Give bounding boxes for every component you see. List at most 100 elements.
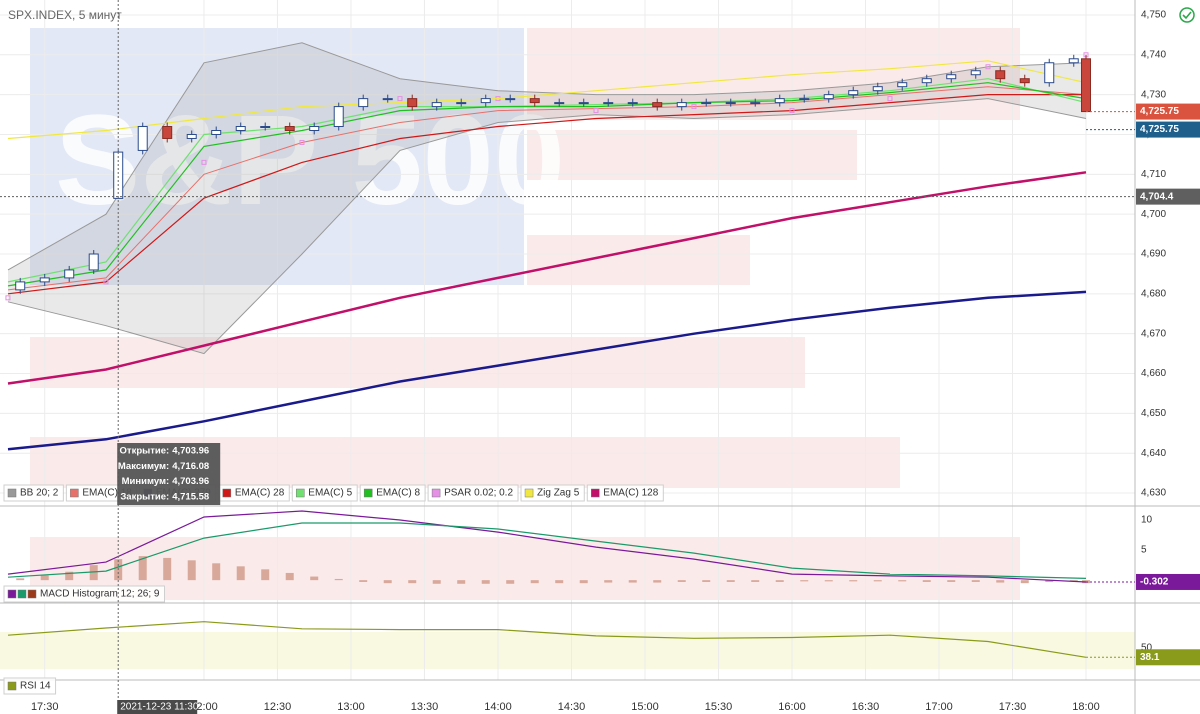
legend-box (586, 484, 664, 502)
candle-body (897, 82, 908, 88)
candle-body (750, 102, 761, 105)
price-label: -0.302 (1140, 577, 1169, 588)
price-label-box (1136, 573, 1200, 590)
legend-box (291, 484, 358, 502)
legend-box (3, 677, 57, 695)
candle-body (995, 70, 1006, 80)
y-tick-label: 4,670 (1141, 328, 1166, 339)
macd-bar (530, 580, 539, 584)
indicator-line (7, 290, 1087, 451)
macd-bar (1020, 580, 1029, 584)
candle-body (162, 126, 173, 139)
legend-swatch (70, 488, 79, 498)
zone (30, 337, 805, 388)
zones: S&P 500 (0, 28, 1135, 669)
candle-body (1068, 58, 1079, 64)
x-tick-label: 15:30 (705, 701, 733, 713)
macd-bar (506, 580, 515, 584)
psar-dot (887, 96, 893, 102)
legend-box (427, 484, 519, 502)
candle-body (505, 98, 516, 101)
legend-swatch (7, 488, 17, 498)
psar-dot (5, 295, 11, 301)
price-label: 38.1 (1140, 652, 1160, 663)
candle-body (235, 126, 246, 131)
candle-body (113, 151, 124, 199)
interval: , 5 минут (72, 8, 122, 22)
legend-label: PSAR 0.02; 0.2 (444, 488, 513, 499)
macd-bar (579, 580, 588, 584)
macd-bar (775, 580, 784, 582)
candle-body (211, 129, 222, 135)
rsi-band (0, 632, 1135, 669)
candle-body (431, 102, 442, 108)
x-tick-label: 17:00 (925, 701, 953, 713)
candle-body (652, 102, 663, 108)
y-tick-label: 4,710 (1141, 169, 1166, 180)
macd-bar (212, 563, 221, 581)
macd-bar (89, 565, 98, 581)
macd-bar (65, 571, 74, 581)
x-tick-label: 18:00 (1072, 701, 1100, 713)
macd-bar (971, 580, 980, 582)
psar-dot (691, 104, 697, 110)
legend-box (3, 585, 165, 603)
y-tick-label: 5 (1141, 545, 1147, 556)
candle-body (872, 86, 883, 92)
legend-label: EMA(C) 18 (82, 488, 132, 499)
macd-line (7, 510, 1087, 583)
psar-dot (299, 139, 305, 145)
legend-label: EMA(C) 28 (235, 488, 285, 499)
legend-label: EMA(C) 8 (376, 488, 420, 499)
candle-body (260, 126, 271, 129)
y-tick-label: 4,630 (1141, 488, 1166, 499)
bb-fill (8, 42, 1086, 354)
legend-swatch (17, 589, 27, 599)
tooltip-value: 4,703.96 (172, 476, 209, 487)
candle-body (333, 106, 344, 128)
price-label: 4,725.75 (1140, 106, 1179, 117)
legend-box (359, 484, 426, 502)
legend-label: EMA(C) 128 (603, 488, 658, 499)
macd-bar (922, 580, 931, 582)
indicator-line (7, 60, 1087, 140)
candle-body (848, 90, 859, 96)
candle-body (1044, 62, 1055, 84)
macd-bar (702, 580, 711, 582)
indicator-line (7, 171, 1087, 385)
psar-dot (103, 279, 109, 285)
candle-body (627, 102, 638, 105)
legend-box (520, 484, 585, 502)
candle-body (774, 98, 785, 104)
candle-body (39, 277, 50, 283)
y-tick-label: 50 (1141, 642, 1153, 653)
tooltip-value: 4,703.96 (172, 446, 209, 457)
macd-bar (40, 575, 49, 581)
y-tick-label: 4,730 (1141, 89, 1166, 100)
legend-swatch (222, 488, 232, 498)
indicator-line (7, 78, 1087, 283)
legend-swatch (27, 589, 37, 599)
x-tick-label: 17:30 (999, 701, 1027, 713)
x-tick-label: 17:30 (31, 701, 59, 713)
tooltip-value: 4,716.08 (172, 461, 209, 472)
y-tick-label: 4,680 (1141, 288, 1166, 299)
macd-bar (628, 580, 637, 583)
macd-bar (481, 580, 490, 584)
candle-body (309, 126, 320, 131)
price-label-box (1136, 649, 1200, 666)
tooltip-name: Минимум: (122, 476, 170, 487)
macd-bar (383, 580, 392, 584)
tooltip-box (117, 443, 221, 505)
candle-body (823, 94, 834, 100)
psar-dot (593, 108, 599, 114)
crosshair-x-label: 2021-12-23 11:30 (120, 702, 199, 713)
candle-body (578, 102, 589, 105)
candle-body (921, 78, 932, 84)
candle-body (676, 102, 687, 108)
macd-bar (359, 580, 368, 582)
grid (0, 0, 1135, 680)
